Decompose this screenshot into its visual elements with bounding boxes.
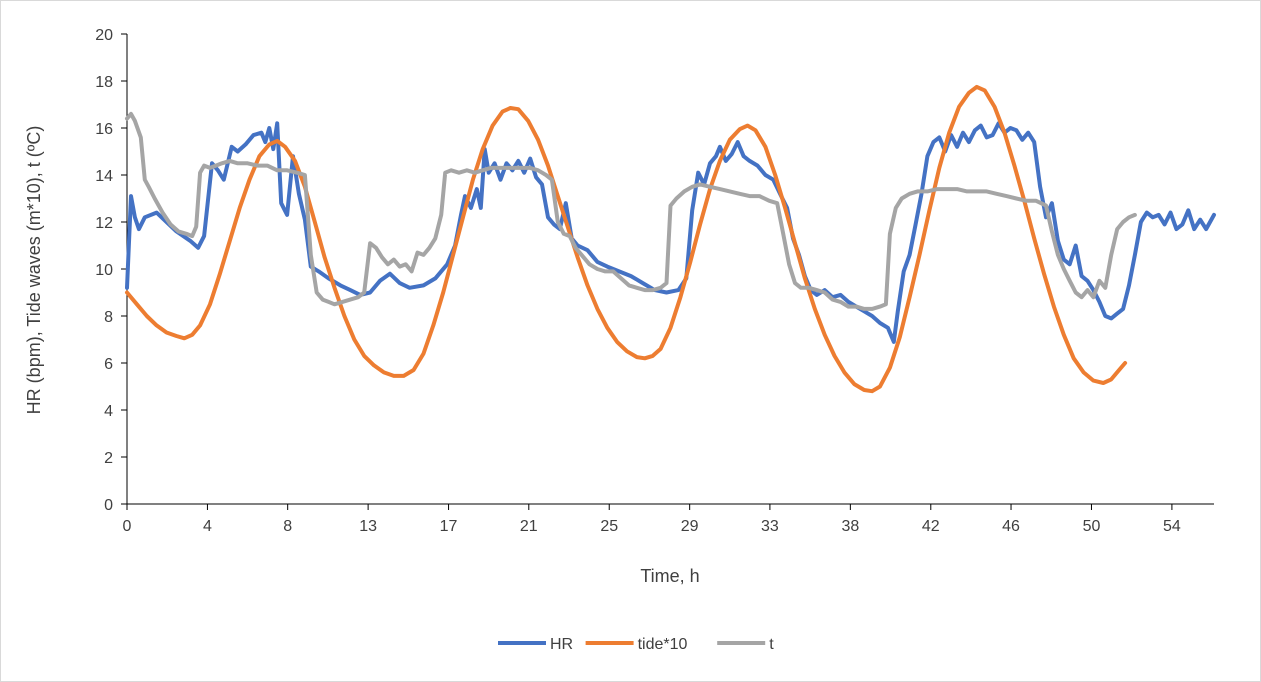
x-tick-label: 46 — [1002, 518, 1020, 535]
x-tick-label: 13 — [359, 518, 377, 535]
x-tick-label: 0 — [123, 518, 132, 535]
legend: HR tide*10 t — [498, 636, 774, 653]
y-axis-title: HR (bpm), Tide waves (m*10), t (ºC) — [24, 126, 44, 415]
series-line-1 — [125, 84, 1128, 394]
x-tick-label: 42 — [922, 518, 940, 535]
legend-label-0: HR — [550, 636, 573, 653]
x-tick-label: 50 — [1083, 518, 1101, 535]
y-tick-label: 8 — [104, 309, 113, 326]
x-tick-label: 17 — [440, 518, 458, 535]
x-tick-label: 33 — [761, 518, 779, 535]
x-tick-label: 54 — [1163, 518, 1181, 535]
series-line-2 — [125, 111, 1137, 311]
x-axis-title: Time, h — [640, 566, 699, 586]
y-tick-label: 14 — [95, 168, 113, 185]
x-tick-label: 25 — [600, 518, 618, 535]
legend-label-1: tide*10 — [638, 636, 688, 653]
y-tick-label: 2 — [104, 450, 113, 467]
y-tick-label: 12 — [95, 215, 113, 232]
y-axis: 0 2 4 6 8 10 12 14 16 18 20 — [95, 27, 128, 514]
x-tick-label: 4 — [203, 518, 212, 535]
y-tick-label: 16 — [95, 121, 113, 138]
x-axis: 0 4 8 13 17 21 25 29 33 38 42 46 50 54 — [123, 503, 1214, 535]
x-tick-label: 38 — [841, 518, 859, 535]
series-line-0 — [125, 121, 1216, 344]
y-tick-label: 0 — [104, 497, 113, 514]
y-tick-label: 18 — [95, 74, 113, 91]
y-tick-label: 4 — [104, 403, 113, 420]
y-tick-label: 6 — [104, 356, 113, 373]
x-tick-label: 21 — [520, 518, 538, 535]
x-tick-label: 8 — [283, 518, 292, 535]
y-tick-label: 20 — [95, 27, 113, 44]
x-tick-label: 29 — [681, 518, 699, 535]
y-tick-label: 10 — [95, 262, 113, 279]
series-lines — [125, 84, 1216, 394]
legend-label-2: t — [769, 636, 774, 653]
